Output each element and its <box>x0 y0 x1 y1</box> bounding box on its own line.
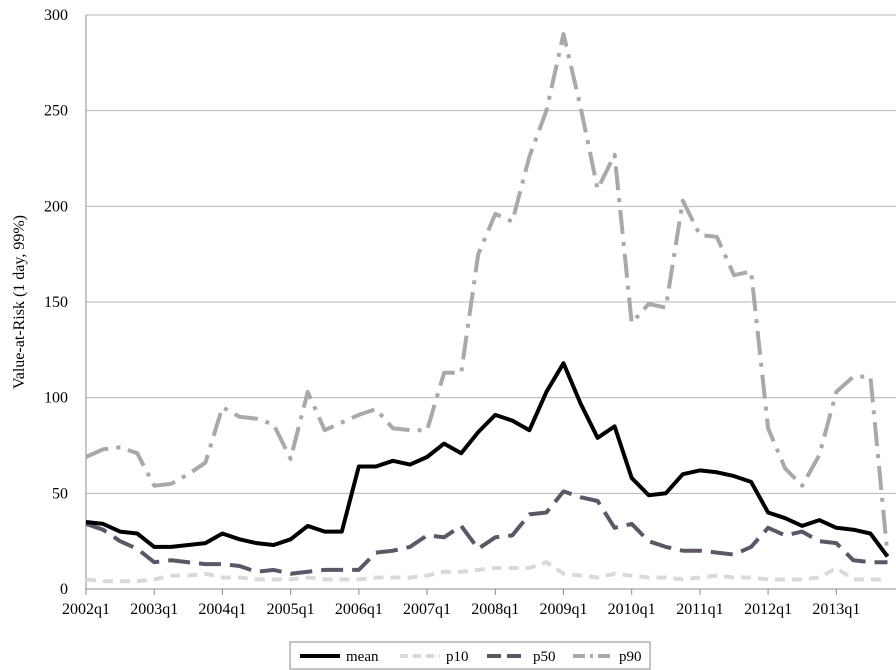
x-tick-label: 2006q1 <box>335 601 383 618</box>
y-tick-label: 200 <box>44 198 68 215</box>
y-tick-label: 250 <box>44 103 68 120</box>
y-tick-label: 0 <box>60 581 68 598</box>
x-tick-label: 2002q1 <box>62 601 110 618</box>
legend-label-p90: p90 <box>619 649 642 665</box>
y-axis-title: Value-at-Risk (1 day, 99%) <box>11 215 28 389</box>
series-lines <box>85 32 890 584</box>
series-line-mean <box>85 361 890 558</box>
legend-label-p50: p50 <box>533 649 556 665</box>
x-tick-labels: 2002q1 2003q1 2004q1 2005q1 2006q1 2007q1 2008… <box>62 601 860 618</box>
legend: mean p10 p50 p90 <box>289 641 651 670</box>
x-tick-label: 2010q1 <box>608 601 656 618</box>
series-line-p50 <box>85 489 888 576</box>
x-tick-label: 2013q1 <box>812 601 860 618</box>
legend-label-p10: p10 <box>446 649 469 665</box>
x-tick-label: 2007q1 <box>403 601 451 618</box>
x-tick-label: 2012q1 <box>744 601 792 618</box>
x-tick-label: 2003q1 <box>130 601 178 618</box>
y-tick-label: 100 <box>44 390 68 407</box>
x-tick-label: 2011q1 <box>676 601 723 618</box>
axes <box>85 15 896 595</box>
x-tick-label: 2009q1 <box>539 601 587 618</box>
legend-label-mean: mean <box>346 649 379 665</box>
y-tick-labels: 0 50 100 150 200 250 300 <box>44 7 68 598</box>
x-tick-label: 2008q1 <box>471 601 519 618</box>
y-tick-label: 300 <box>44 7 68 24</box>
x-tick-label: 2004q1 <box>198 601 246 618</box>
x-tick-label: 2005q1 <box>267 601 315 618</box>
y-tick-label: 150 <box>44 294 68 311</box>
legend-box <box>289 641 651 670</box>
series-line-p90 <box>85 32 890 555</box>
y-tick-label: 50 <box>52 485 68 502</box>
gridlines <box>86 14 896 494</box>
